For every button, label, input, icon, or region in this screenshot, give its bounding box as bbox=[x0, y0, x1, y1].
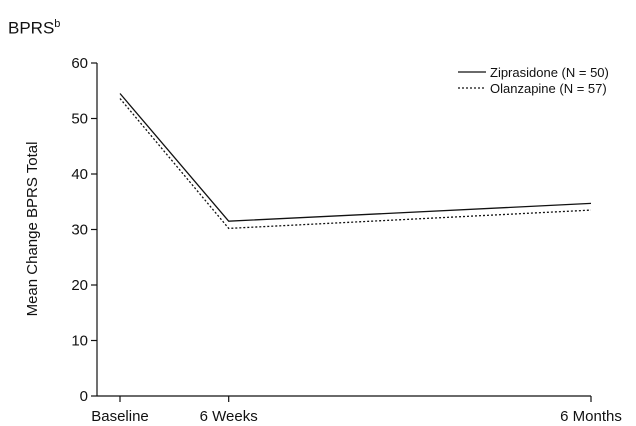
y-tick-label-10: 10 bbox=[71, 333, 88, 350]
y-tick-label-20: 20 bbox=[71, 277, 88, 294]
y-tick-label-0: 0 bbox=[80, 388, 88, 405]
legend-label-1: Olanzapine (N = 57) bbox=[490, 81, 607, 96]
y-tick-label-40: 40 bbox=[71, 166, 88, 183]
x-tick-label-1: 6 Weeks bbox=[200, 408, 258, 425]
legend: Ziprasidone (N = 50)Olanzapine (N = 57) bbox=[458, 65, 609, 96]
y-axis-label: Mean Change BPRS Total bbox=[24, 142, 41, 317]
x-tick-label-0: Baseline bbox=[91, 408, 149, 425]
axes: 0 10 20 30 40 50 60 Baseline 6 Weeks 6 Months bbox=[71, 55, 622, 425]
series-line-0 bbox=[119, 93, 592, 222]
chart-title: BPRSb bbox=[8, 18, 60, 39]
chart-title-superscript: b bbox=[54, 18, 61, 30]
x-tick-label-2: 6 Months bbox=[560, 408, 622, 425]
legend-label-0: Ziprasidone (N = 50) bbox=[490, 65, 609, 80]
series-lines bbox=[119, 93, 592, 230]
y-tick-label-60: 60 bbox=[71, 55, 88, 72]
series-line-1 bbox=[119, 98, 592, 230]
chart-title-text: BPRS bbox=[8, 18, 55, 38]
y-tick-label-30: 30 bbox=[71, 222, 88, 239]
y-tick-label-50: 50 bbox=[71, 111, 88, 128]
